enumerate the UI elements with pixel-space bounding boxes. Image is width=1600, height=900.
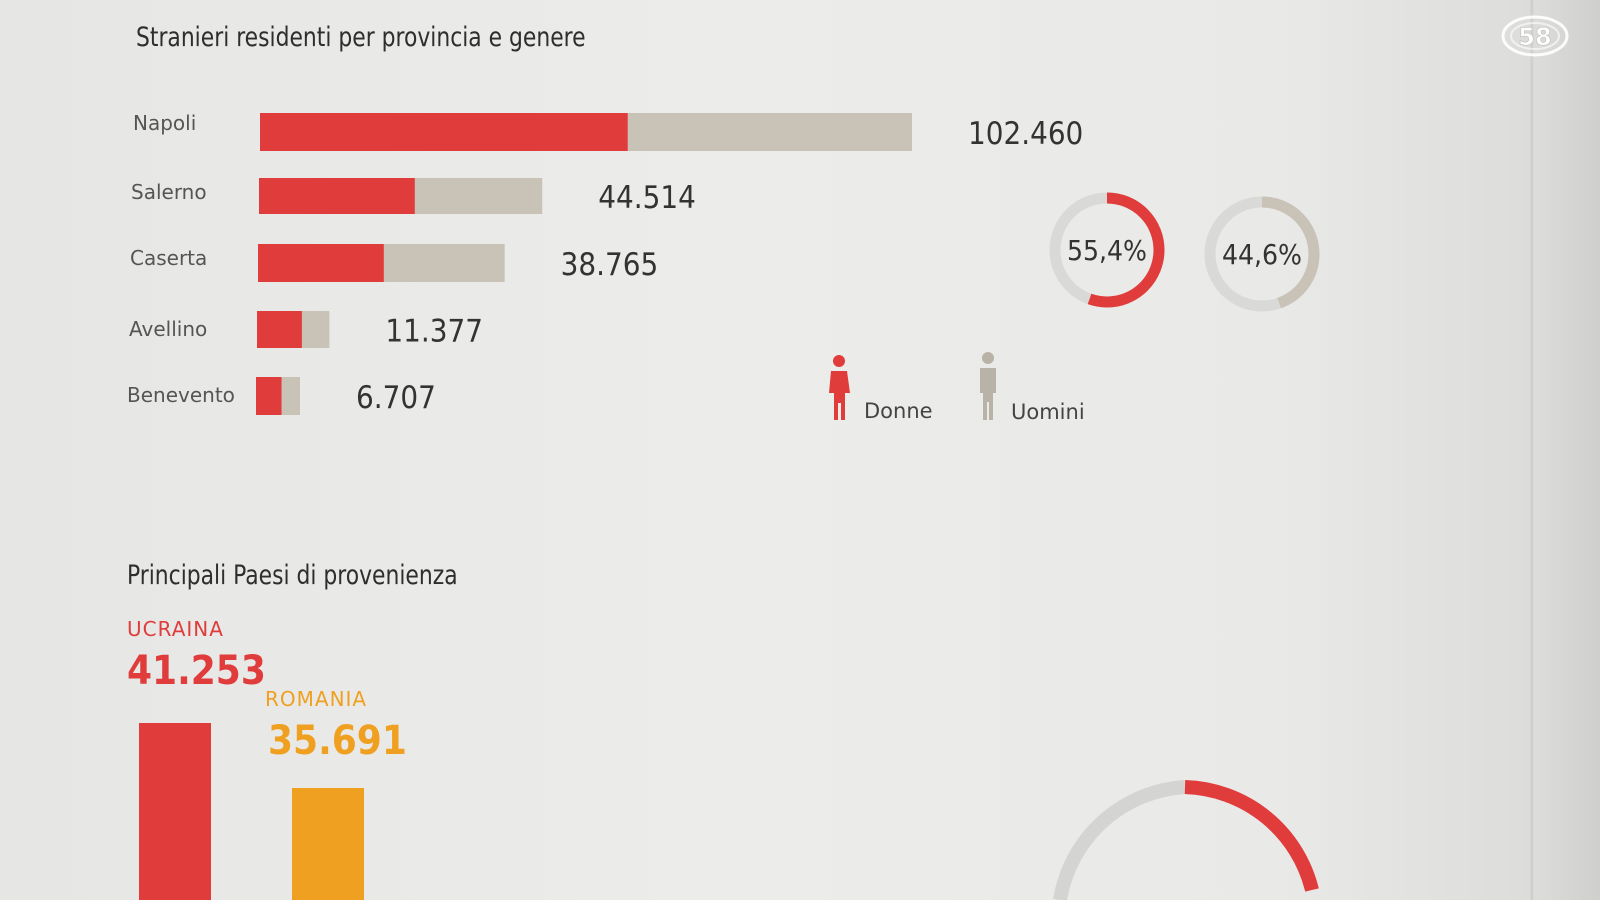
woman-icon-head bbox=[833, 355, 845, 367]
category-label-napoli: Napoli bbox=[133, 111, 196, 135]
partial-ring-arc bbox=[1184, 780, 1319, 892]
man-icon-head bbox=[982, 352, 994, 364]
chart-title-provinces: Stranieri residenti per provincia e gene… bbox=[136, 22, 586, 53]
woman-icon-body bbox=[829, 371, 850, 420]
page-edge bbox=[1530, 0, 1534, 900]
value-label-napoli: 102.460 bbox=[968, 116, 1083, 152]
country-value-romania: 35.691 bbox=[268, 718, 407, 764]
legend-label-uomini: Uomini bbox=[1011, 400, 1085, 424]
ring-percent-donne: 55,4% bbox=[1067, 234, 1147, 267]
category-label-caserta: Caserta bbox=[130, 246, 207, 270]
legend-label-donne: Donne bbox=[864, 399, 933, 423]
man-icon-body bbox=[980, 368, 996, 420]
bar-donne-avellino bbox=[257, 311, 302, 348]
channel-logo: 58 bbox=[1501, 15, 1569, 57]
category-label-benevento: Benevento bbox=[127, 383, 235, 407]
channel-logo-text: 58 bbox=[1518, 23, 1551, 51]
man-icon bbox=[980, 352, 996, 420]
ring-arc-uomini bbox=[1204, 196, 1320, 312]
bar-donne-benevento bbox=[256, 377, 282, 415]
bar-donne-salerno bbox=[259, 178, 415, 214]
category-label-salerno: Salerno bbox=[131, 180, 207, 204]
category-label-avellino: Avellino bbox=[129, 317, 207, 341]
value-label-avellino: 11.377 bbox=[385, 314, 483, 350]
country-bar-ucraina bbox=[139, 723, 211, 900]
bar-donne-napoli bbox=[260, 113, 628, 151]
country-name-romania: ROMANIA bbox=[265, 687, 367, 711]
country-bar-romania bbox=[292, 788, 364, 900]
chart-title-countries: Principali Paesi di provenienza bbox=[127, 560, 458, 591]
value-label-salerno: 44.514 bbox=[598, 180, 696, 216]
woman-icon bbox=[829, 355, 850, 420]
country-value-ucraina: 41.253 bbox=[127, 648, 266, 694]
value-label-caserta: 38.765 bbox=[561, 247, 659, 283]
country-name-ucraina: UCRAINA bbox=[127, 617, 224, 641]
value-label-benevento: 6.707 bbox=[356, 380, 436, 416]
bar-donne-caserta bbox=[258, 244, 384, 282]
partial-ring-track bbox=[1053, 780, 1186, 900]
ring-arc-donne bbox=[1049, 192, 1165, 308]
ring-percent-uomini: 44,6% bbox=[1222, 238, 1302, 271]
